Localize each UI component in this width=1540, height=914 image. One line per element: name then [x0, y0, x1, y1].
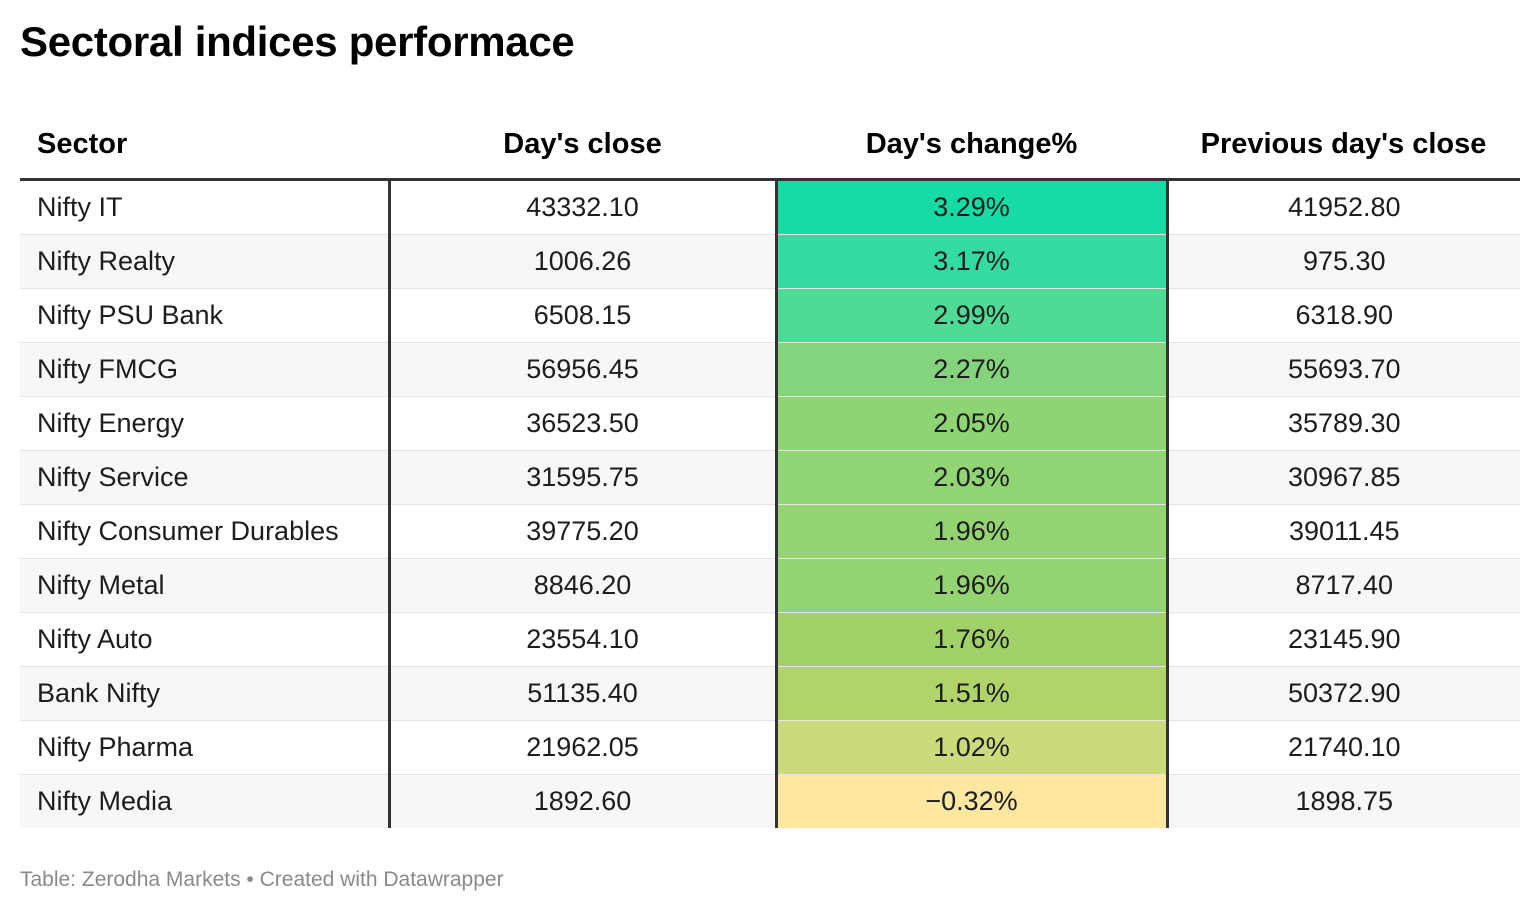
- cell-days-change: −0.32%: [776, 774, 1169, 828]
- cell-days-close: 1892.60: [389, 774, 778, 828]
- table-row: Nifty PSU Bank 6508.15 2.99% 6318.90: [20, 288, 1520, 343]
- table-row: Nifty Pharma 21962.05 1.02% 21740.10: [20, 720, 1520, 775]
- cell-days-change: 2.03%: [776, 450, 1169, 505]
- cell-days-close: 43332.10: [389, 179, 778, 235]
- cell-days-close: 31595.75: [389, 450, 778, 505]
- cell-previous-close: 23145.90: [1167, 612, 1520, 667]
- cell-days-close: 8846.20: [389, 558, 778, 613]
- cell-days-change: 1.02%: [776, 720, 1169, 775]
- cell-days-change: 1.51%: [776, 666, 1169, 721]
- cell-previous-close: 1898.75: [1167, 774, 1520, 828]
- table-row: Nifty Auto 23554.10 1.76% 23145.90: [20, 612, 1520, 667]
- cell-previous-close: 8717.40: [1167, 558, 1520, 613]
- table-body: Nifty IT 43332.10 3.29% 41952.80 Nifty Realt…: [20, 179, 1520, 828]
- cell-previous-close: 975.30: [1167, 234, 1520, 289]
- cell-days-change: 3.17%: [776, 234, 1169, 289]
- cell-sector: Nifty Energy: [20, 396, 391, 451]
- cell-days-close: 36523.50: [389, 396, 778, 451]
- sector-table: Sector Day's close Day's change% Previou…: [20, 110, 1520, 828]
- header-days-change: Day's change%: [776, 110, 1167, 181]
- cell-sector: Nifty Pharma: [20, 720, 391, 775]
- cell-previous-close: 35789.30: [1167, 396, 1520, 451]
- cell-days-close: 56956.45: [389, 342, 778, 397]
- header-previous-close: Previous day's close: [1167, 110, 1520, 181]
- cell-sector: Nifty IT: [20, 179, 391, 235]
- cell-days-close: 23554.10: [389, 612, 778, 667]
- cell-sector: Nifty Consumer Durables: [20, 504, 391, 559]
- cell-days-close: 6508.15: [389, 288, 778, 343]
- cell-days-change: 1.96%: [776, 558, 1169, 613]
- table-row: Nifty FMCG 56956.45 2.27% 55693.70: [20, 342, 1520, 397]
- cell-previous-close: 21740.10: [1167, 720, 1520, 775]
- table-row: Nifty Consumer Durables 39775.20 1.96% 3901…: [20, 504, 1520, 559]
- cell-sector: Nifty FMCG: [20, 342, 391, 397]
- header-sector: Sector: [20, 110, 389, 181]
- cell-days-change: 1.76%: [776, 612, 1169, 667]
- table-row: Nifty Service 31595.75 2.03% 30967.85: [20, 450, 1520, 505]
- source-note: Table: Zerodha Markets • Created with Da…: [20, 868, 504, 891]
- cell-days-change: 2.27%: [776, 342, 1169, 397]
- cell-days-close: 39775.20: [389, 504, 778, 559]
- cell-days-close: 1006.26: [389, 234, 778, 289]
- table-row: Bank Nifty 51135.40 1.51% 50372.90: [20, 666, 1520, 721]
- cell-days-change: 2.99%: [776, 288, 1169, 343]
- cell-sector: Nifty Metal: [20, 558, 391, 613]
- header-days-close: Day's close: [389, 110, 776, 181]
- cell-days-change: 1.96%: [776, 504, 1169, 559]
- cell-previous-close: 50372.90: [1167, 666, 1520, 721]
- table-row: Nifty Media 1892.60 −0.32% 1898.75: [20, 774, 1520, 828]
- cell-sector: Nifty PSU Bank: [20, 288, 391, 343]
- cell-sector: Nifty Realty: [20, 234, 391, 289]
- table-row: Nifty Realty 1006.26 3.17% 975.30: [20, 234, 1520, 289]
- cell-days-change: 2.05%: [776, 396, 1169, 451]
- cell-sector: Bank Nifty: [20, 666, 391, 721]
- header-row: Sector Day's close Day's change% Previou…: [20, 110, 1520, 181]
- cell-previous-close: 6318.90: [1167, 288, 1520, 343]
- table-row: Nifty Energy 36523.50 2.05% 35789.30: [20, 396, 1520, 451]
- cell-previous-close: 41952.80: [1167, 179, 1520, 235]
- table-row: Nifty Metal 8846.20 1.96% 8717.40: [20, 558, 1520, 613]
- chart-title: Sectoral indices performace: [20, 18, 575, 65]
- cell-sector: Nifty Media: [20, 774, 391, 828]
- cell-previous-close: 30967.85: [1167, 450, 1520, 505]
- cell-sector: Nifty Auto: [20, 612, 391, 667]
- table-row: Nifty IT 43332.10 3.29% 41952.80: [20, 179, 1520, 235]
- cell-sector: Nifty Service: [20, 450, 391, 505]
- cell-days-close: 51135.40: [389, 666, 778, 721]
- cell-days-change: 3.29%: [776, 179, 1169, 235]
- cell-previous-close: 55693.70: [1167, 342, 1520, 397]
- cell-days-close: 21962.05: [389, 720, 778, 775]
- cell-previous-close: 39011.45: [1167, 504, 1520, 559]
